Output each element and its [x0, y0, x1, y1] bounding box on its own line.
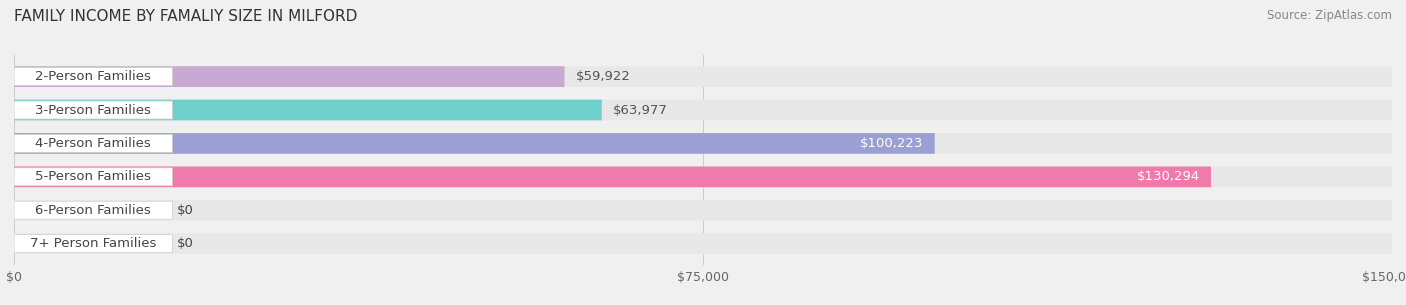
- Text: $130,294: $130,294: [1136, 170, 1199, 183]
- Text: $0: $0: [177, 237, 194, 250]
- FancyBboxPatch shape: [14, 168, 173, 186]
- Text: 7+ Person Families: 7+ Person Families: [30, 237, 156, 250]
- Text: 4-Person Families: 4-Person Families: [35, 137, 152, 150]
- FancyBboxPatch shape: [14, 133, 935, 154]
- Text: $63,977: $63,977: [613, 103, 668, 117]
- FancyBboxPatch shape: [14, 167, 1211, 187]
- Text: $59,922: $59,922: [575, 70, 630, 83]
- Text: 3-Person Families: 3-Person Families: [35, 103, 152, 117]
- FancyBboxPatch shape: [14, 167, 1392, 187]
- Text: $0: $0: [177, 204, 194, 217]
- Text: 5-Person Families: 5-Person Families: [35, 170, 152, 183]
- Text: $100,223: $100,223: [860, 137, 924, 150]
- FancyBboxPatch shape: [14, 66, 564, 87]
- FancyBboxPatch shape: [14, 135, 173, 152]
- FancyBboxPatch shape: [14, 68, 173, 86]
- Text: 6-Person Families: 6-Person Families: [35, 204, 152, 217]
- FancyBboxPatch shape: [14, 200, 1392, 221]
- FancyBboxPatch shape: [14, 133, 1392, 154]
- Text: Source: ZipAtlas.com: Source: ZipAtlas.com: [1267, 9, 1392, 22]
- FancyBboxPatch shape: [14, 235, 173, 253]
- FancyBboxPatch shape: [14, 100, 1392, 120]
- Text: FAMILY INCOME BY FAMALIY SIZE IN MILFORD: FAMILY INCOME BY FAMALIY SIZE IN MILFORD: [14, 9, 357, 24]
- FancyBboxPatch shape: [14, 66, 1392, 87]
- Text: 2-Person Families: 2-Person Families: [35, 70, 152, 83]
- FancyBboxPatch shape: [14, 101, 173, 119]
- FancyBboxPatch shape: [14, 233, 1392, 254]
- FancyBboxPatch shape: [14, 100, 602, 120]
- FancyBboxPatch shape: [14, 201, 173, 219]
